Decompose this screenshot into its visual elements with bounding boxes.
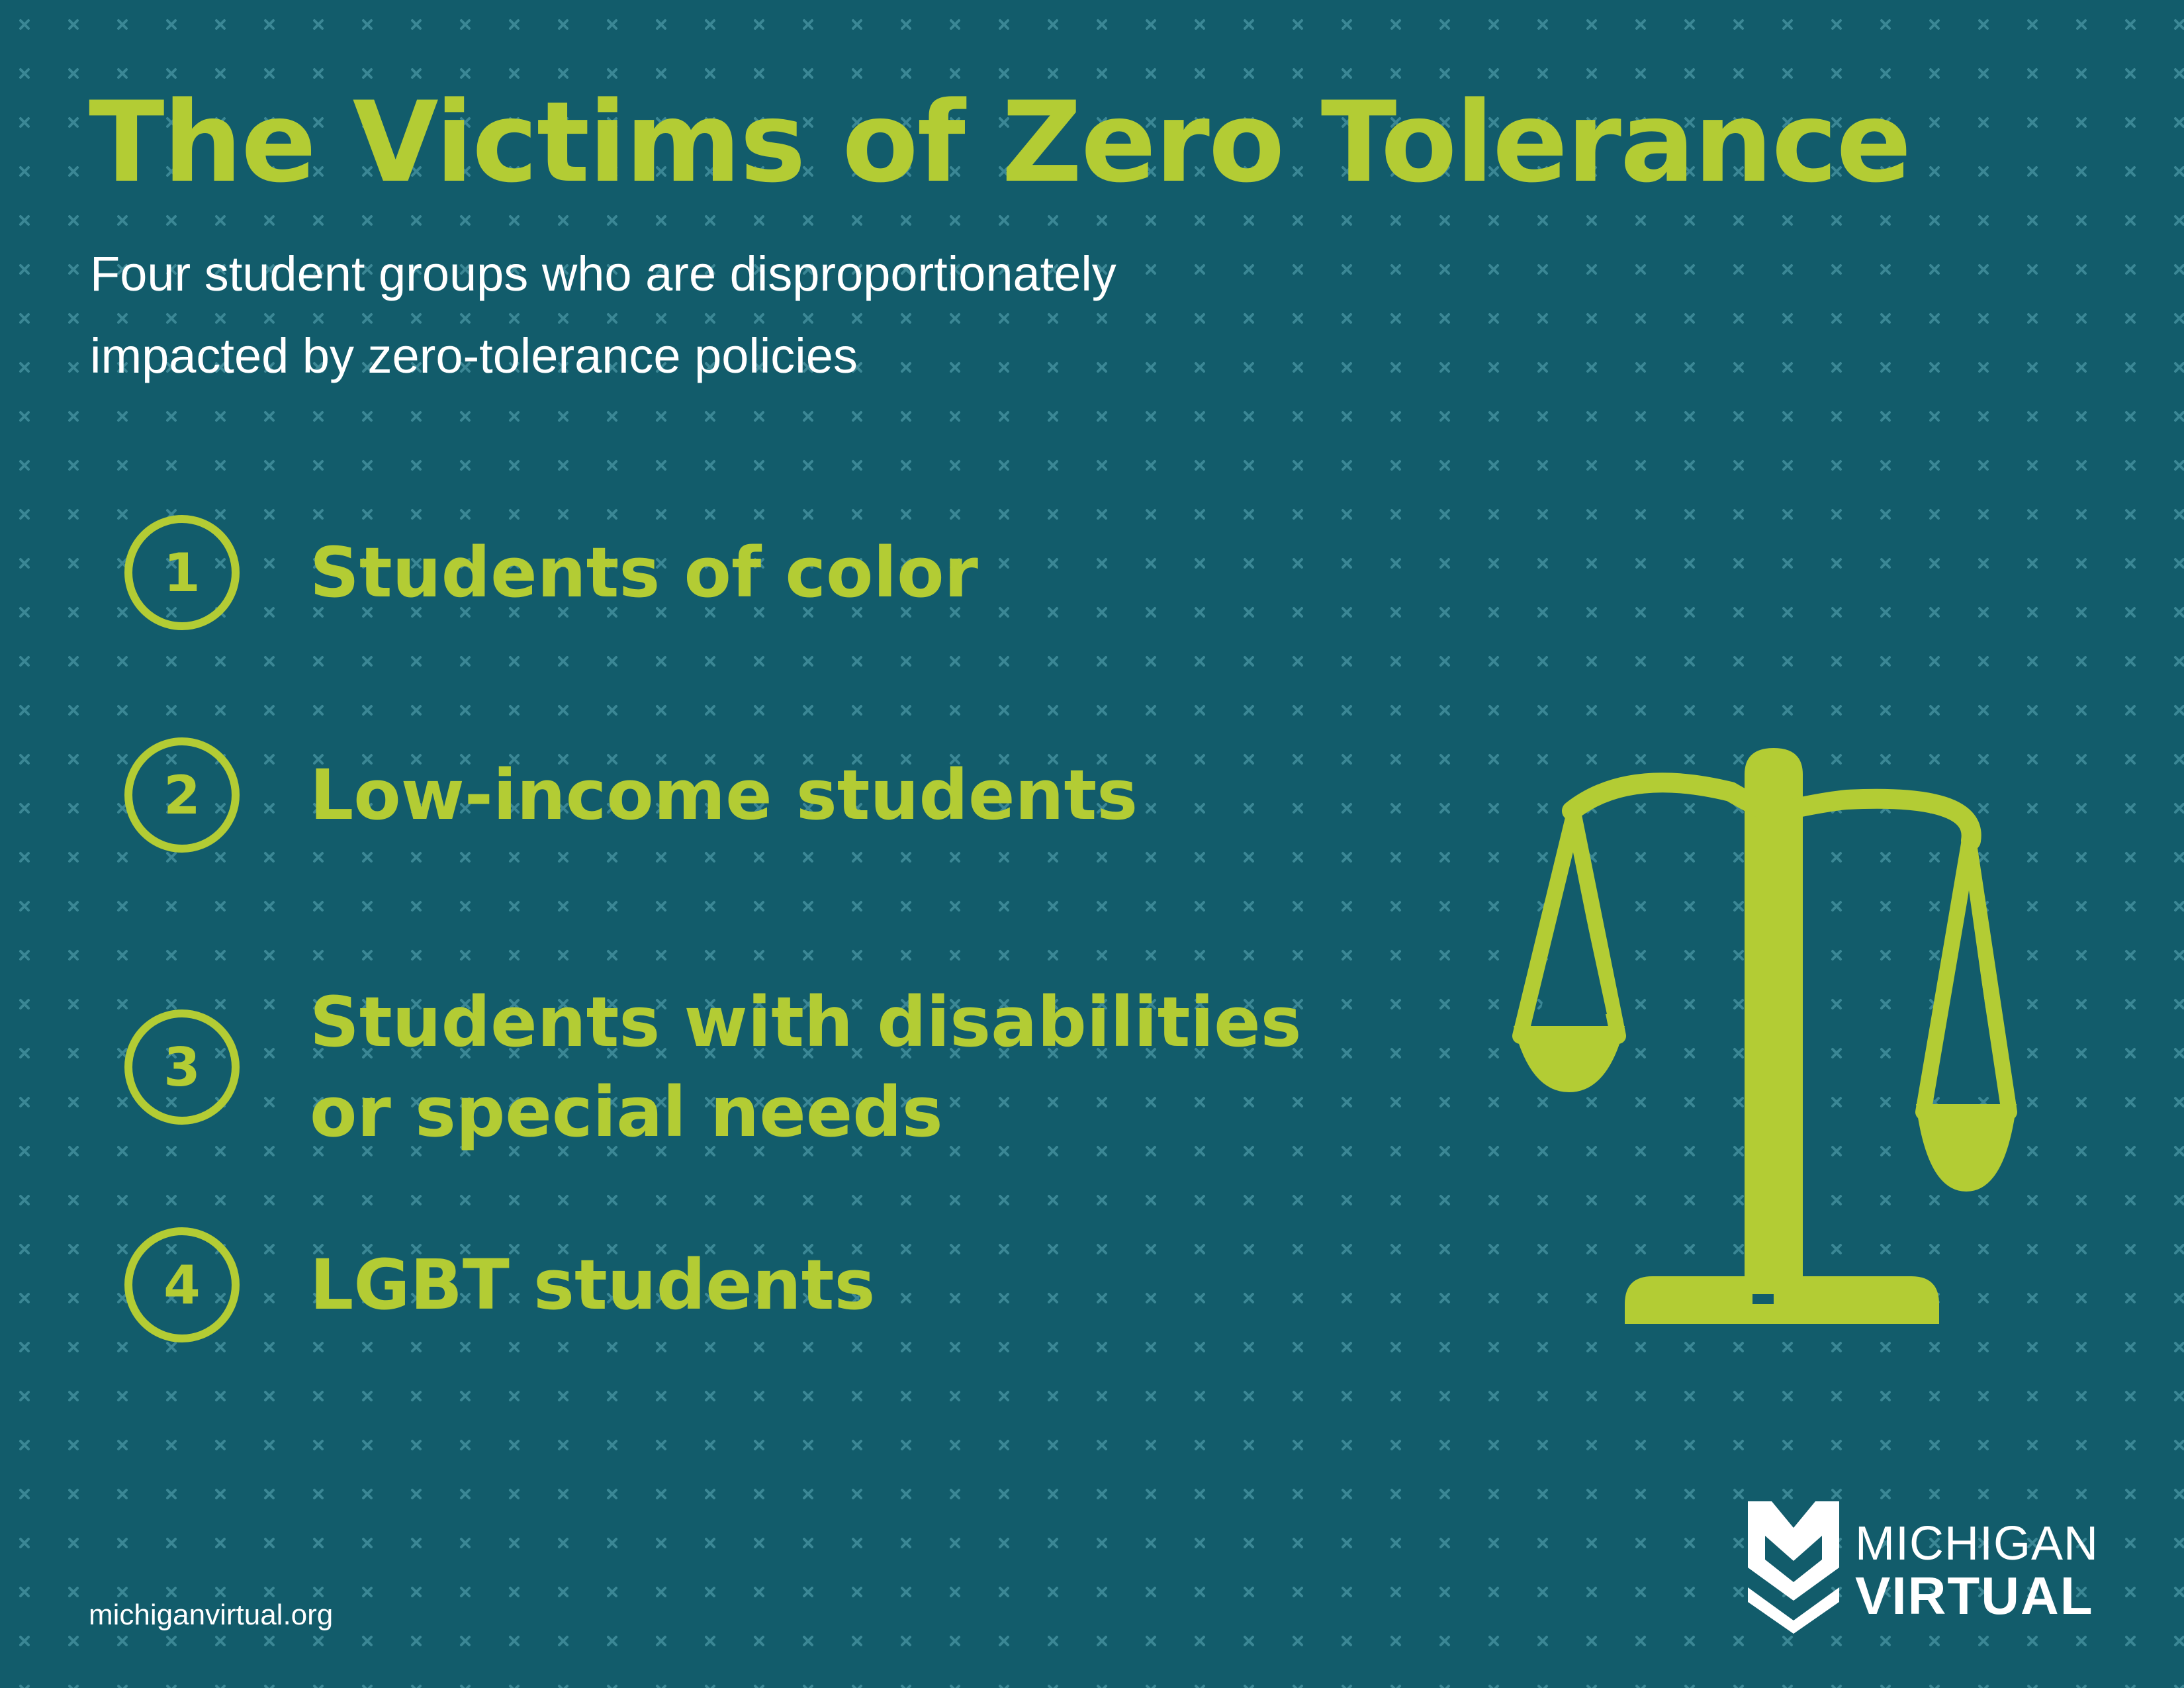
group-label-2: Low-income students	[310, 750, 1138, 840]
right-pan	[1916, 1104, 2017, 1192]
footer-website-url: michiganvirtual.org	[89, 1599, 334, 1631]
right-strings	[1915, 836, 2017, 1120]
subtitle-line: Four student groups who are disproportio…	[90, 246, 1116, 301]
group-label-line: Students with disabilities	[310, 982, 1302, 1062]
logo-word-michigan: MICHIGAN	[1855, 1517, 2099, 1570]
group-label-1: Students of color	[310, 528, 978, 618]
group-item-1: 1 Students of color	[124, 515, 978, 630]
scale-base	[1625, 1276, 1939, 1324]
scales-of-justice-icon	[1512, 748, 2017, 1324]
group-label-line: Students of color	[310, 532, 978, 613]
michigan-virtual-logo-mark	[1748, 1501, 1839, 1634]
group-label-line: Low-income students	[310, 755, 1138, 835]
group-label-line: or special needs	[310, 1072, 943, 1152]
page-subtitle: Four student groups who are disproportio…	[90, 233, 1480, 397]
number-badge-1: 1	[124, 515, 240, 630]
number-badge-2: 2	[124, 737, 240, 853]
number-badge-3: 3	[124, 1009, 240, 1125]
group-item-2: 2 Low-income students	[124, 737, 1138, 853]
logo-word-virtual: VIRTUAL	[1855, 1566, 2094, 1625]
scale-pillar	[1745, 748, 1803, 1294]
page-title: The Victims of Zero Tolerance	[89, 77, 1911, 207]
group-label-4: LGBT students	[310, 1240, 875, 1330]
right-pan-gap	[1939, 890, 1997, 1094]
left-pan	[1514, 1026, 1625, 1092]
logo-mark-top	[1748, 1501, 1839, 1601]
left-strings	[1512, 808, 1626, 1044]
subtitle-line: impacted by zero-tolerance policies	[90, 328, 858, 383]
group-item-4: 4 LGBT students	[124, 1227, 875, 1342]
logo-mark-chevron	[1748, 1587, 1839, 1634]
left-pan-gap	[1540, 861, 1607, 1014]
michigan-virtual-logo: MICHIGAN VIRTUAL	[1744, 1496, 2115, 1642]
group-item-3: 3 Students with disabilities or special …	[124, 977, 1302, 1157]
logo-mark-cutout	[1765, 1536, 1822, 1582]
group-label-line: LGBT students	[310, 1244, 876, 1325]
group-label-3: Students with disabilities or special ne…	[310, 977, 1302, 1157]
scale-beam	[1562, 773, 1981, 851]
number-badge-4: 4	[124, 1227, 240, 1342]
